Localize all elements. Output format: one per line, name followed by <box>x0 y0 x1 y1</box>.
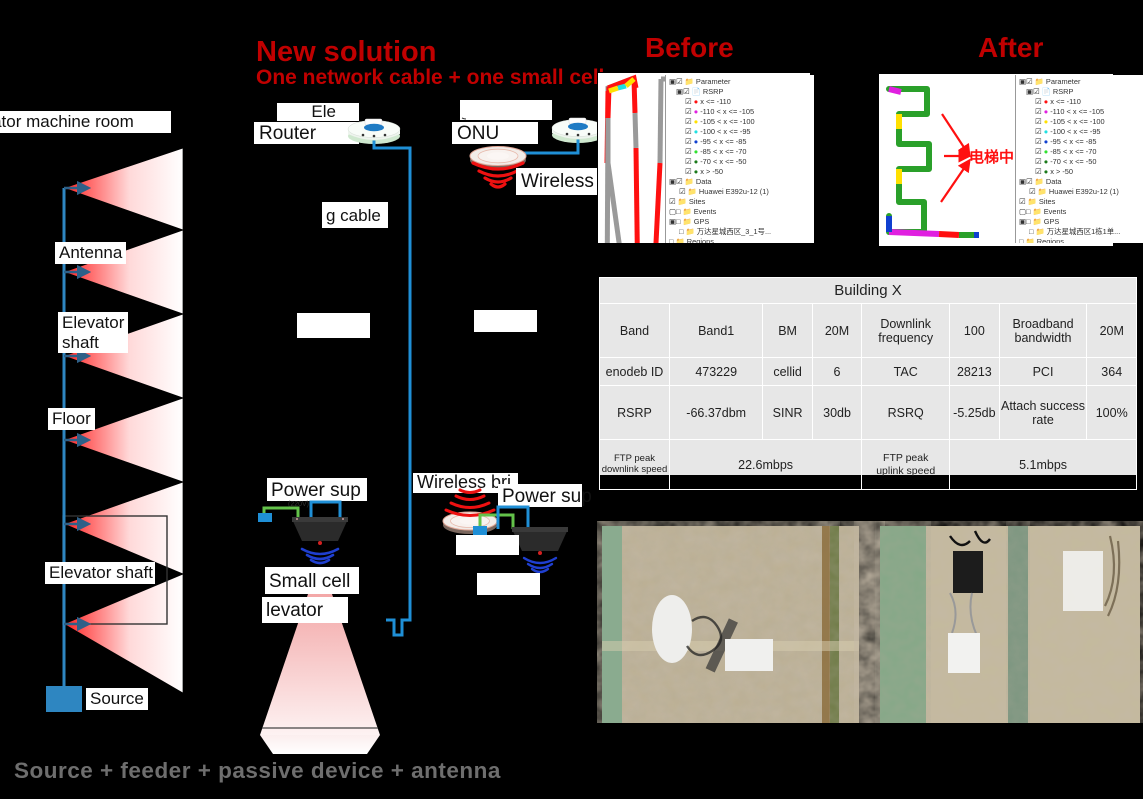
svg-text:levator: levator <box>266 600 324 621</box>
svg-text:Wireless: Wireless <box>521 171 594 192</box>
svg-text:ONU: ONU <box>457 123 499 144</box>
svg-text:电梯中: 电梯中 <box>969 148 1014 166</box>
svg-text:Power sup: Power sup <box>502 486 592 507</box>
svg-text:Small cell: Small cell <box>269 571 350 592</box>
svg-text:g cable: g cable <box>326 206 381 225</box>
svg-text:Wireless bri: Wireless bri <box>417 472 511 492</box>
svg-text:Router: Router <box>259 123 317 144</box>
svg-text:Ele: Ele <box>311 102 336 121</box>
svg-text:Power sup: Power sup <box>271 480 361 501</box>
